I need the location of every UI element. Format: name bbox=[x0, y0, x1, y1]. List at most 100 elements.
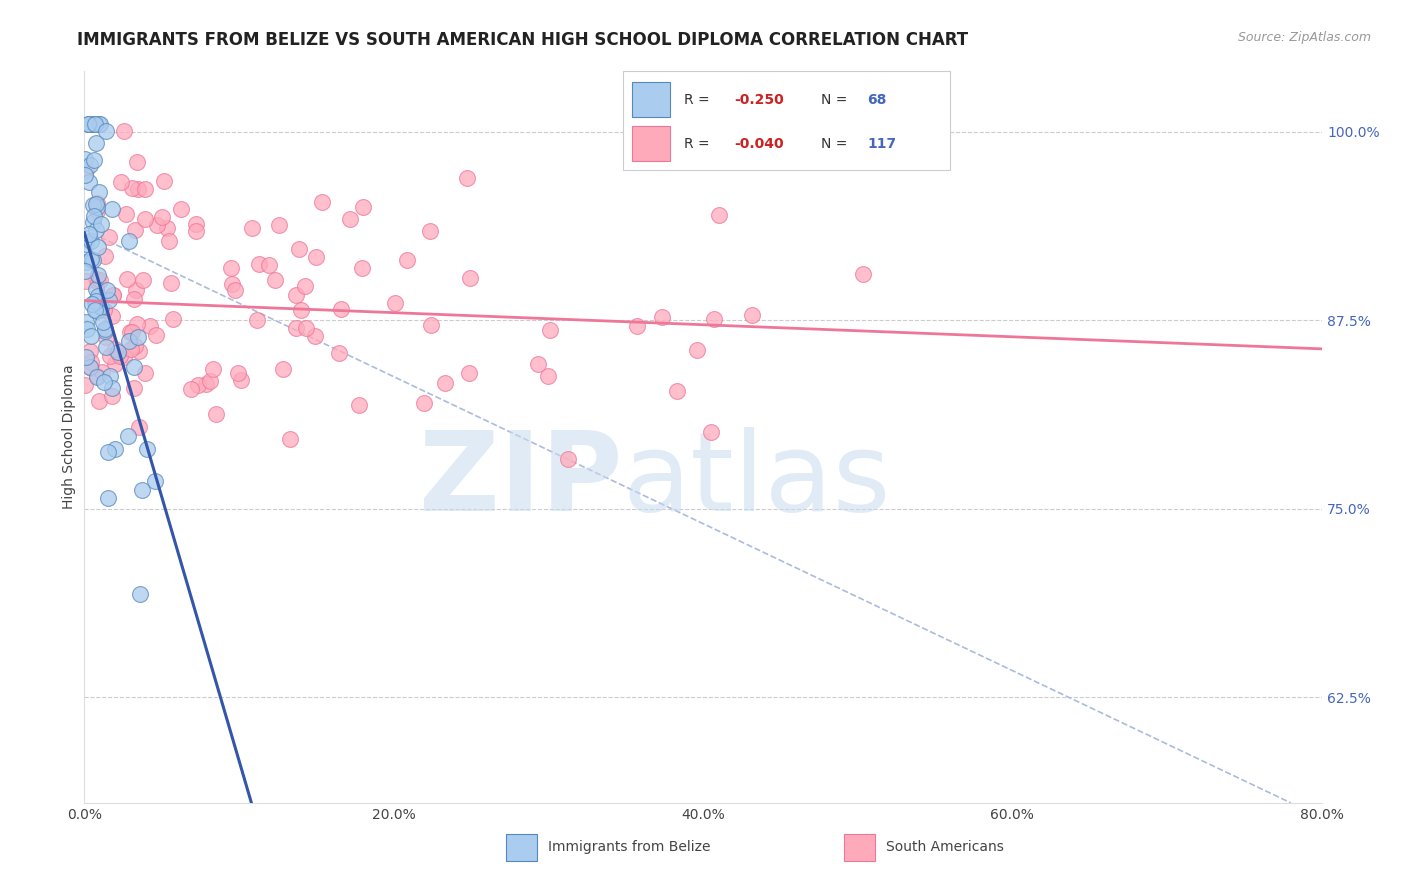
Point bbox=[98, 293, 121, 307]
Point bbox=[201, 362, 224, 376]
Text: -0.250: -0.250 bbox=[734, 93, 783, 107]
Point bbox=[143, 474, 166, 488]
Point bbox=[458, 271, 481, 285]
Point bbox=[328, 346, 350, 360]
Point bbox=[121, 325, 143, 339]
Point bbox=[75, 237, 97, 252]
Point bbox=[284, 320, 307, 334]
Text: 68: 68 bbox=[868, 93, 887, 107]
Point bbox=[122, 381, 145, 395]
Point bbox=[665, 384, 688, 398]
Point bbox=[240, 220, 263, 235]
Point bbox=[219, 261, 242, 276]
Point bbox=[83, 153, 105, 168]
Point bbox=[103, 288, 125, 302]
Point bbox=[76, 322, 98, 336]
Point bbox=[87, 289, 110, 303]
Point bbox=[294, 321, 316, 335]
Point bbox=[75, 163, 97, 178]
Point bbox=[75, 315, 97, 329]
Point bbox=[304, 250, 326, 264]
Point bbox=[707, 208, 730, 222]
Point bbox=[527, 357, 550, 371]
Point bbox=[75, 350, 97, 364]
Point bbox=[125, 155, 148, 169]
Point bbox=[145, 328, 167, 343]
Point bbox=[419, 224, 441, 238]
Point bbox=[94, 124, 117, 138]
Point bbox=[162, 311, 184, 326]
Point bbox=[93, 303, 115, 318]
Point bbox=[224, 283, 246, 297]
Point bbox=[96, 340, 118, 354]
Point bbox=[118, 334, 141, 348]
Point bbox=[127, 330, 149, 344]
Point bbox=[269, 218, 291, 232]
Point bbox=[79, 158, 101, 172]
Point bbox=[90, 365, 112, 379]
Point bbox=[75, 264, 97, 278]
Point bbox=[352, 201, 374, 215]
Point bbox=[294, 279, 316, 293]
Point bbox=[330, 301, 353, 316]
Point bbox=[229, 373, 252, 387]
Point bbox=[107, 345, 129, 359]
Point bbox=[114, 124, 136, 138]
Point bbox=[87, 240, 110, 254]
Point bbox=[98, 230, 121, 244]
Point bbox=[104, 357, 127, 371]
Point bbox=[84, 295, 107, 310]
Point bbox=[89, 273, 111, 287]
Point bbox=[118, 326, 141, 340]
Point bbox=[84, 223, 107, 237]
Point bbox=[152, 174, 174, 188]
Point bbox=[537, 368, 560, 383]
Point bbox=[84, 272, 107, 286]
Point bbox=[73, 378, 96, 392]
Point bbox=[80, 329, 103, 343]
Point bbox=[73, 153, 96, 167]
Point bbox=[852, 267, 875, 281]
Point bbox=[311, 194, 333, 209]
Point bbox=[84, 136, 107, 150]
Point bbox=[128, 420, 150, 434]
Point bbox=[131, 273, 153, 287]
Point bbox=[699, 425, 721, 439]
Point bbox=[278, 432, 301, 446]
Point bbox=[122, 359, 145, 374]
Point bbox=[79, 227, 101, 241]
Point bbox=[93, 376, 115, 390]
Point bbox=[221, 277, 243, 291]
Point bbox=[86, 197, 108, 211]
Point bbox=[75, 274, 97, 288]
Point bbox=[90, 217, 112, 231]
Point bbox=[96, 283, 118, 297]
Point bbox=[124, 339, 146, 353]
Point bbox=[82, 198, 104, 212]
Point bbox=[288, 242, 311, 256]
Point bbox=[87, 117, 110, 131]
Point bbox=[101, 287, 124, 301]
Point bbox=[304, 329, 326, 343]
Point bbox=[146, 219, 169, 233]
Point bbox=[245, 313, 267, 327]
Point bbox=[100, 389, 122, 403]
Point bbox=[128, 343, 150, 358]
Point bbox=[339, 212, 361, 227]
Point bbox=[703, 312, 725, 326]
Point bbox=[134, 366, 156, 380]
Text: South Americans: South Americans bbox=[886, 840, 1004, 855]
Point bbox=[186, 217, 208, 231]
Point bbox=[82, 215, 104, 229]
FancyBboxPatch shape bbox=[633, 82, 669, 118]
Point bbox=[257, 258, 280, 272]
Point bbox=[77, 117, 100, 131]
Point bbox=[86, 368, 108, 383]
Point bbox=[87, 394, 110, 409]
Text: IMMIGRANTS FROM BELIZE VS SOUTH AMERICAN HIGH SCHOOL DIPLOMA CORRELATION CHART: IMMIGRANTS FROM BELIZE VS SOUTH AMERICAN… bbox=[77, 31, 969, 49]
Point bbox=[124, 223, 146, 237]
Point bbox=[125, 283, 148, 297]
Point bbox=[187, 377, 209, 392]
Text: N =: N = bbox=[821, 93, 851, 107]
FancyBboxPatch shape bbox=[633, 126, 669, 161]
